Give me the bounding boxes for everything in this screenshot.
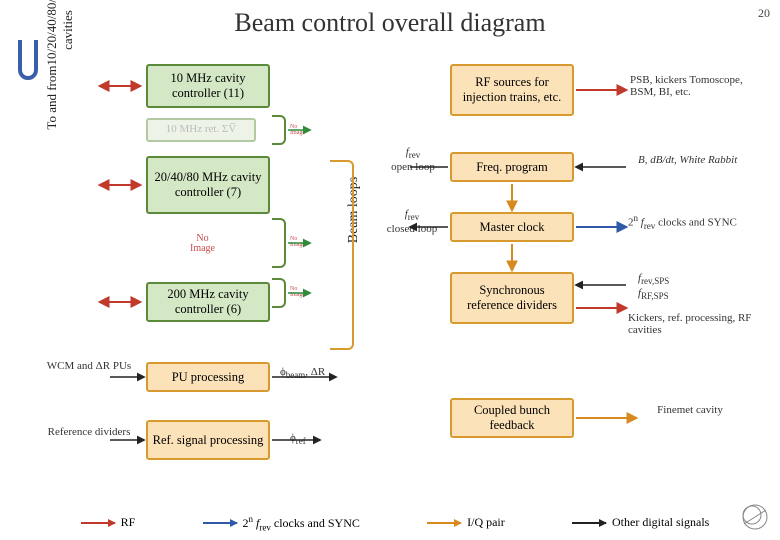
legend-clocks: 2n frev clocks and SYNC [203, 514, 360, 532]
noimage-tiny-1: NoImage [290, 124, 305, 136]
logo-icon [14, 38, 42, 82]
beamloops-bracket [330, 160, 354, 350]
legend-other: Other digital signals [572, 515, 709, 530]
box-freq-program: Freq. program [450, 152, 574, 182]
box-coupled-bunch: Coupled bunch feedback [450, 398, 574, 438]
noimage-tiny-2: NoImage [290, 236, 305, 248]
noimage-tiny-3: NoImage [290, 286, 305, 298]
label-phibeam: ϕbeam, ΔR [280, 366, 325, 381]
label-wcm: WCM and ΔR PUs [44, 360, 134, 372]
bracket-3 [272, 278, 286, 308]
page-number: 20 [758, 6, 770, 21]
label-frev-open: frevopen loop [378, 146, 448, 173]
bracket-1 [272, 115, 286, 145]
label-phiref: ϕref [290, 432, 306, 447]
vertical-label-cavities: To and from10/20/40/80/200 MHz RF caviti… [44, 0, 76, 150]
page-title: Beam control overall diagram [0, 0, 780, 42]
label-clocks: 2n frev clocks and SYNC [628, 214, 768, 232]
box-master-clock: Master clock [450, 212, 574, 242]
box-200mhz-controller: 200 MHz cavity controller (6) [146, 282, 270, 322]
label-fsps: frev,SPSfRF,SPS [638, 272, 758, 302]
label-psb: PSB, kickers Tomoscope, BSM, BI, etc. [630, 74, 760, 98]
label-bdb: B, dB/dt, White Rabbit [638, 154, 768, 166]
box-sync-ref-dividers: Synchronous reference dividers [450, 272, 574, 324]
legend-rf: RF [81, 515, 136, 530]
label-frev-closed: frevclosed loop [374, 208, 450, 235]
box-10mhz-ret: 10 MHz ret. ΣV̅ [146, 118, 256, 142]
bracket-2 [272, 218, 286, 268]
label-reference-dividers: Reference dividers [44, 426, 134, 438]
box-rf-sources: RF sources for injection trains, etc. [450, 64, 574, 116]
box-pu-processing: PU processing [146, 362, 270, 392]
noimage-icon: NoImage [190, 234, 215, 254]
legend: RF 2n frev clocks and SYNC I/Q pair Othe… [60, 514, 730, 532]
box-refsignal: Ref. signal processing [146, 420, 270, 460]
label-finemet: Finemet cavity [640, 404, 740, 416]
box-10mhz-controller: 10 MHz cavity controller (11) [146, 64, 270, 108]
label-kickers: Kickers, ref. processing, RF cavities [628, 312, 768, 336]
cern-logo-icon [740, 502, 770, 532]
legend-iq: I/Q pair [427, 515, 505, 530]
box-204080-controller: 20/40/80 MHz cavity controller (7) [146, 156, 270, 214]
